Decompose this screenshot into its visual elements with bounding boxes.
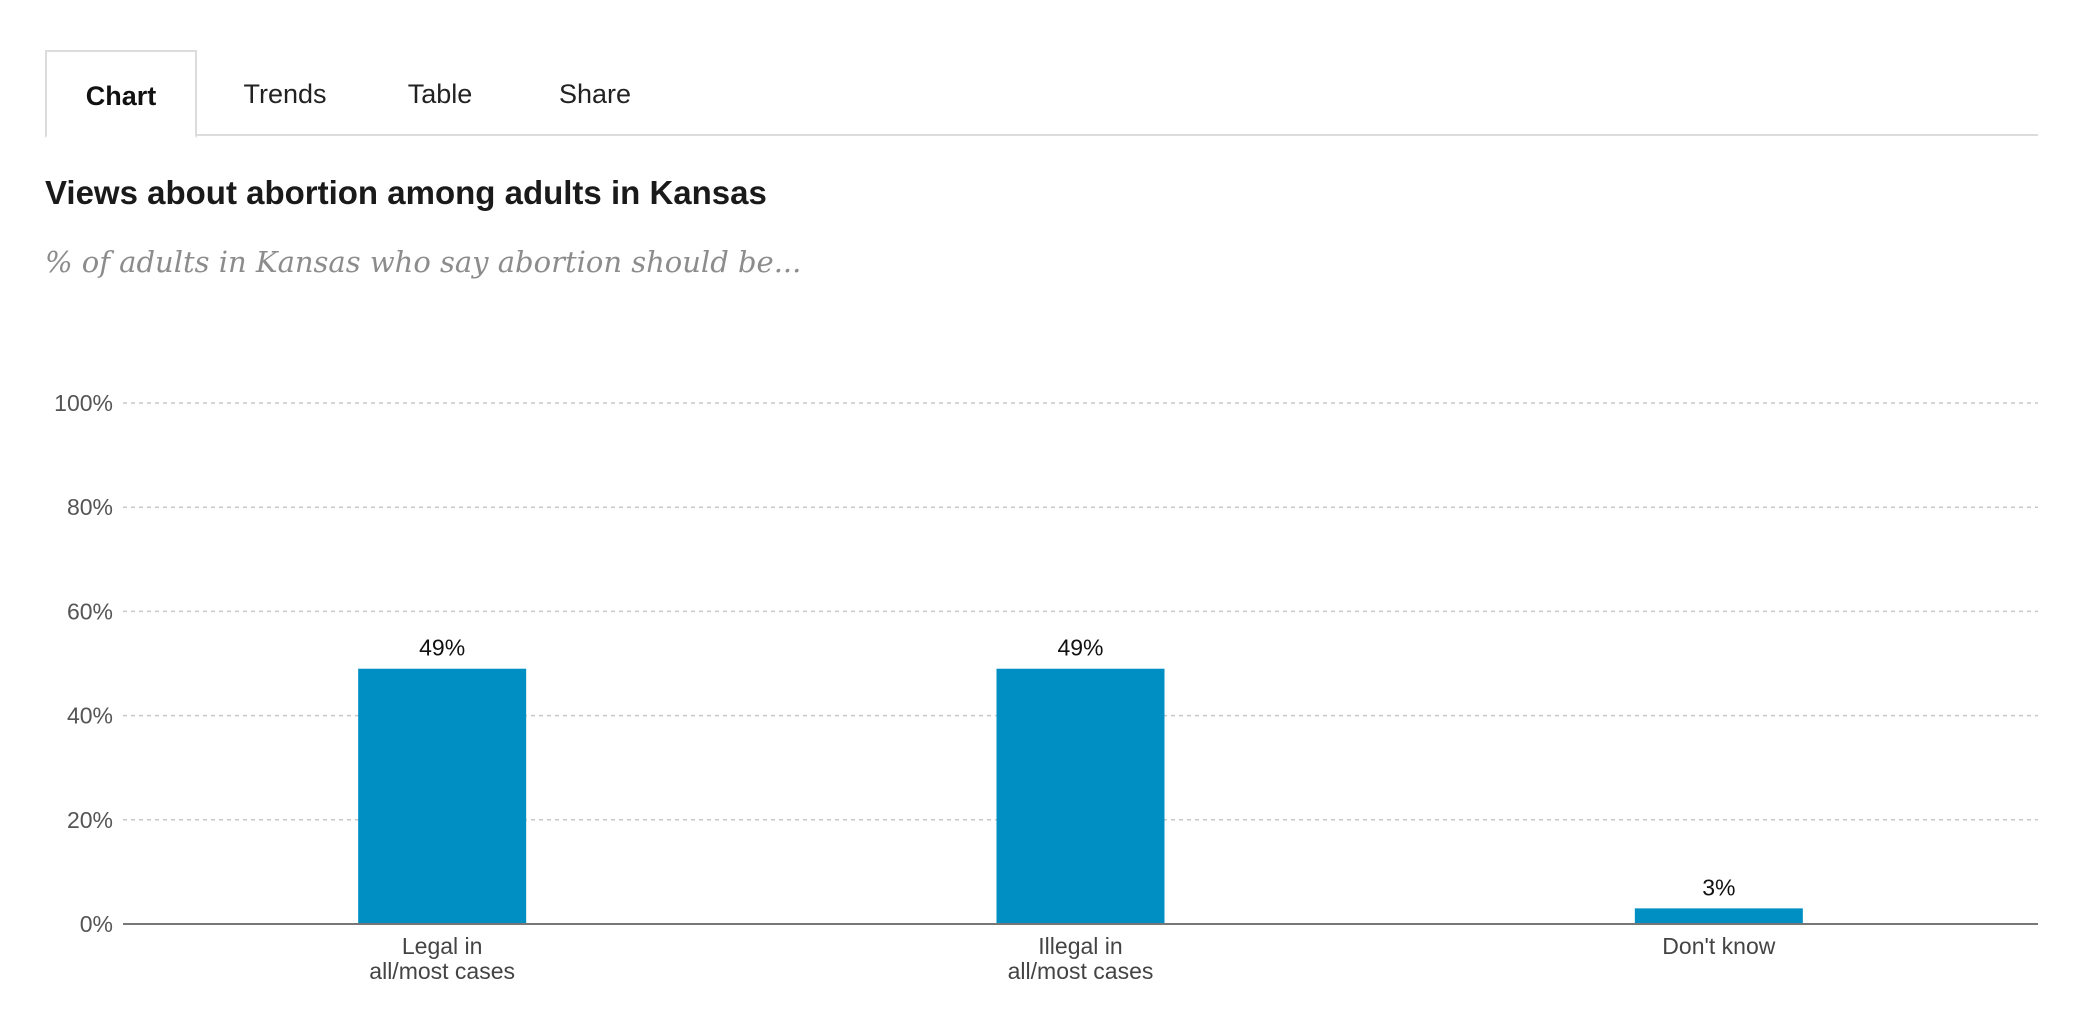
category-label: Legal in all/most cases [369,933,515,984]
tab-trends[interactable]: Trends [243,79,327,109]
y-tick-label: 20% [67,807,113,833]
chart-subtitle: % of adults in Kansas who say abortion s… [45,245,802,279]
gridlines [123,402,2038,821]
category-label: Illegal in all/most cases [1008,933,1154,984]
bar [1634,908,1803,924]
chart-title: Views about abortion among adults in Kan… [45,174,767,211]
bar [358,668,527,924]
y-tick-label: 80% [67,494,113,520]
data-labels: 49% 49% 3% [419,635,1735,901]
bar-value-label: 49% [1057,635,1103,661]
bars [358,668,1803,924]
y-axis-ticks: 0% 20% 40% 60% 80% 100% [54,390,113,937]
category-label: Don't know [1662,933,1775,959]
category-label-line: all/most cases [1008,958,1154,984]
y-tick-label: 100% [54,390,113,416]
bar-value-label: 3% [1702,874,1735,900]
tab-chart[interactable]: Chart [45,50,197,138]
tab-bar: Chart Trends Table Share [45,50,2038,138]
category-label-line: all/most cases [369,958,515,984]
bar-value-label: 49% [419,635,465,661]
y-tick-label: 40% [67,703,113,729]
y-tick-label: 0% [80,911,113,937]
category-label-line: Legal in [402,933,483,959]
category-label-line: Don't know [1662,933,1775,959]
y-tick-label: 60% [67,598,113,624]
category-label-line: Illegal in [1038,933,1122,959]
tab-table[interactable]: Table [407,79,473,109]
bar [996,668,1165,924]
tab-share[interactable]: Share [558,79,632,109]
